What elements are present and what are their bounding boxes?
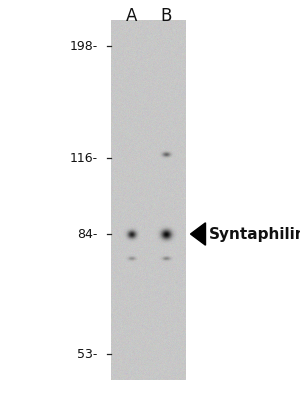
Text: Syntaphilin: Syntaphilin — [208, 226, 300, 242]
Text: 84-: 84- — [77, 228, 98, 240]
Text: A: A — [126, 7, 138, 25]
Text: 116-: 116- — [69, 152, 98, 164]
Text: 198-: 198- — [69, 40, 98, 52]
Text: 53-: 53- — [77, 348, 98, 360]
Text: B: B — [161, 7, 172, 25]
Polygon shape — [190, 223, 206, 245]
